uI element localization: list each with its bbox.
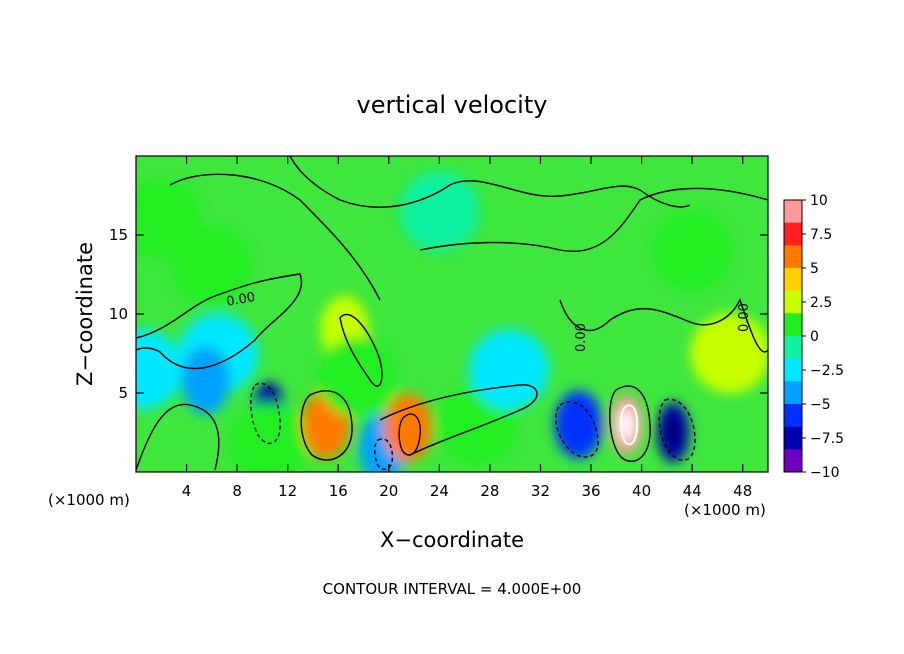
contour-line-hot-mid bbox=[398, 413, 421, 456]
contour-line-cold-4 bbox=[373, 438, 394, 470]
velocity-field bbox=[136, 171, 768, 472]
contour-line-hot-left bbox=[300, 390, 353, 461]
colorbar-swatch bbox=[784, 200, 802, 224]
field-cell-core bbox=[665, 416, 682, 449]
colorbar-swatch bbox=[784, 449, 802, 473]
y-axis: 5 10 15 bbox=[109, 226, 768, 402]
colorbar-label: 2.5 bbox=[810, 295, 832, 311]
field-cell bbox=[228, 403, 309, 472]
contour-line-upper bbox=[169, 173, 768, 301]
colorbar-swatch bbox=[784, 404, 802, 428]
y-tick-label: 15 bbox=[109, 226, 128, 244]
x-tick-label: 48 bbox=[733, 482, 752, 500]
chart-title: vertical velocity bbox=[357, 91, 548, 119]
x-tick-label: 36 bbox=[581, 482, 600, 500]
colorbar-swatch bbox=[784, 290, 802, 314]
contour-line-top bbox=[289, 156, 691, 208]
contour-label: 0.00 bbox=[574, 323, 589, 352]
x-tick-label: 16 bbox=[329, 482, 348, 500]
colorbar-label: 5 bbox=[810, 261, 819, 277]
colorbar-swatch bbox=[784, 426, 802, 450]
x-tick-label: 8 bbox=[232, 482, 242, 500]
x-tick-label: 12 bbox=[278, 482, 297, 500]
x-unit-label-right: (×1000 m) bbox=[684, 501, 766, 519]
contour-label: 0.00 bbox=[737, 303, 752, 332]
contour-interval-text: CONTOUR INTERVAL = 4.000E+00 bbox=[323, 580, 582, 598]
field-cell bbox=[383, 393, 432, 462]
x-tick-label: 20 bbox=[379, 482, 398, 500]
field-cell bbox=[690, 313, 768, 394]
contour-line-hot-right bbox=[609, 385, 651, 463]
x-tick-label: 40 bbox=[632, 482, 651, 500]
contour-line-bottom-left bbox=[136, 403, 220, 471]
contour-line-cold-1 bbox=[250, 382, 281, 445]
y-tick-label: 5 bbox=[118, 384, 128, 402]
field-cell bbox=[652, 210, 733, 291]
x-tick-label: 28 bbox=[480, 482, 499, 500]
field-cell bbox=[554, 390, 603, 459]
contour-line-hot-right-inner bbox=[620, 404, 639, 446]
x-unit-label: (×1000 m) bbox=[48, 491, 130, 509]
colorbar-swatch bbox=[784, 222, 802, 246]
colorbar-swatch bbox=[784, 358, 802, 382]
field-cell bbox=[399, 171, 480, 252]
contour-label: 0.00 bbox=[225, 290, 256, 310]
contour-line-main bbox=[136, 273, 303, 370]
contour-line-right bbox=[559, 298, 768, 353]
colorbar-label: 7.5 bbox=[810, 227, 832, 243]
plot-area bbox=[136, 156, 768, 472]
colorbar-swatch bbox=[784, 336, 802, 360]
x-axis: 4 8 12 16 20 24 28 32 36 40 44 48 bbox=[182, 156, 752, 500]
y-axis-label: Z−coordinate bbox=[73, 242, 97, 386]
colorbar-label: −2.5 bbox=[810, 363, 844, 379]
field-cell bbox=[171, 226, 252, 307]
contour-line-plume bbox=[339, 313, 383, 387]
x-tick-label: 32 bbox=[531, 482, 550, 500]
contour-line-mid bbox=[379, 384, 538, 456]
contour-line-cold-3 bbox=[658, 398, 696, 461]
field-cell bbox=[317, 337, 398, 418]
field-cell bbox=[136, 329, 183, 410]
x-axis-label: X−coordinate bbox=[380, 528, 524, 552]
colorbar-swatch bbox=[784, 245, 802, 269]
colorbar-label: −7.5 bbox=[810, 431, 844, 447]
colorbar-label: −5 bbox=[810, 397, 831, 413]
colorbar-label: 0 bbox=[810, 329, 819, 345]
contour-line-cold-2 bbox=[555, 401, 599, 458]
colorbar-swatch bbox=[784, 313, 802, 337]
colorbar-swatch bbox=[784, 381, 802, 405]
colorbar: 10 7.5 5 2.5 0 −2.5 −5 −7.5 −10 bbox=[783, 193, 844, 481]
colorbar-label: 10 bbox=[810, 193, 828, 209]
x-tick-label: 24 bbox=[430, 482, 449, 500]
colorbar-swatch bbox=[784, 268, 802, 292]
x-tick-label: 4 bbox=[182, 482, 192, 500]
colorbar-label: −10 bbox=[810, 465, 840, 481]
y-tick-label: 10 bbox=[109, 305, 128, 323]
x-tick-label: 44 bbox=[683, 482, 702, 500]
contour-lines bbox=[136, 156, 768, 471]
